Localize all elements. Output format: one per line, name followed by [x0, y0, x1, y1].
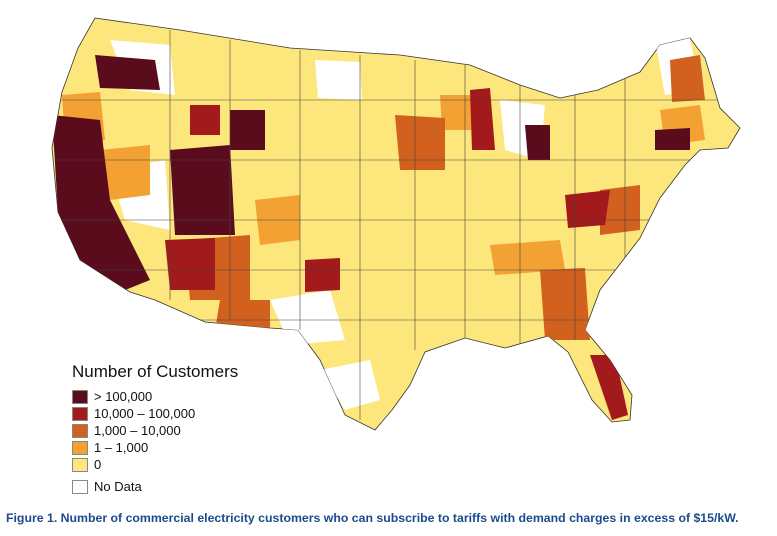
- legend-item-10000-100000: 10,000 – 100,000: [72, 405, 292, 422]
- legend-item-gt-100000: > 100,000: [72, 388, 292, 405]
- legend-swatch: [72, 423, 88, 438]
- no-data-region-texas-south: [320, 360, 380, 410]
- legend-swatch: [72, 479, 88, 494]
- legend-item-no-data: No Data: [72, 478, 292, 495]
- legend-title: Number of Customers: [72, 362, 239, 381]
- tier-mid-georgia: [540, 268, 590, 340]
- legend-item-1-1000: 1 – 1,000: [72, 439, 292, 456]
- tier-low-wisconsin: [440, 95, 480, 130]
- tier-top-california: [52, 115, 150, 292]
- legend-label: 1,000 – 10,000: [94, 423, 181, 438]
- tier-mid-newmexico: [215, 300, 270, 330]
- legend-item-1000-10000: 1,000 – 10,000: [72, 422, 292, 439]
- tier-top-washington: [95, 55, 160, 90]
- tier-high-westvirginia: [565, 190, 610, 228]
- tier-top-wyoming: [230, 110, 265, 150]
- legend-label: No Data: [94, 479, 142, 494]
- legend-swatch: [72, 406, 88, 421]
- tier-high-arizona: [165, 238, 215, 290]
- state-boundaries: [55, 30, 740, 420]
- tier-low-southeast: [490, 240, 565, 275]
- legend-label: 0: [94, 457, 102, 472]
- tier-mid-maine: [670, 55, 705, 102]
- tier-high-michigan: [470, 88, 495, 150]
- tier-mid-virginia: [600, 185, 640, 235]
- legend-label: > 100,000: [94, 389, 153, 404]
- tier-top-newengland: [655, 128, 690, 150]
- tier-top-michigan: [525, 125, 550, 160]
- no-data-region-plains: [315, 60, 362, 100]
- legend-swatch: [72, 389, 88, 404]
- legend-label: 1 – 1,000: [94, 440, 149, 455]
- legend-item-zero: 0: [72, 456, 292, 473]
- tier-low-oregon: [100, 145, 150, 200]
- figure-caption: Figure 1. Number of commercial electrici…: [6, 511, 739, 525]
- legend-label: 10,000 – 100,000: [94, 406, 196, 421]
- map-legend: Number of Customers > 100,000 10,000 – 1…: [72, 362, 292, 495]
- tier-high-idaho: [190, 105, 220, 135]
- legend-swatch: [72, 457, 88, 472]
- tier-high-newmexico: [305, 258, 340, 292]
- tier-mid-iowa: [395, 115, 445, 170]
- tier-top-utah: [170, 145, 235, 235]
- legend-swatch: [72, 440, 88, 455]
